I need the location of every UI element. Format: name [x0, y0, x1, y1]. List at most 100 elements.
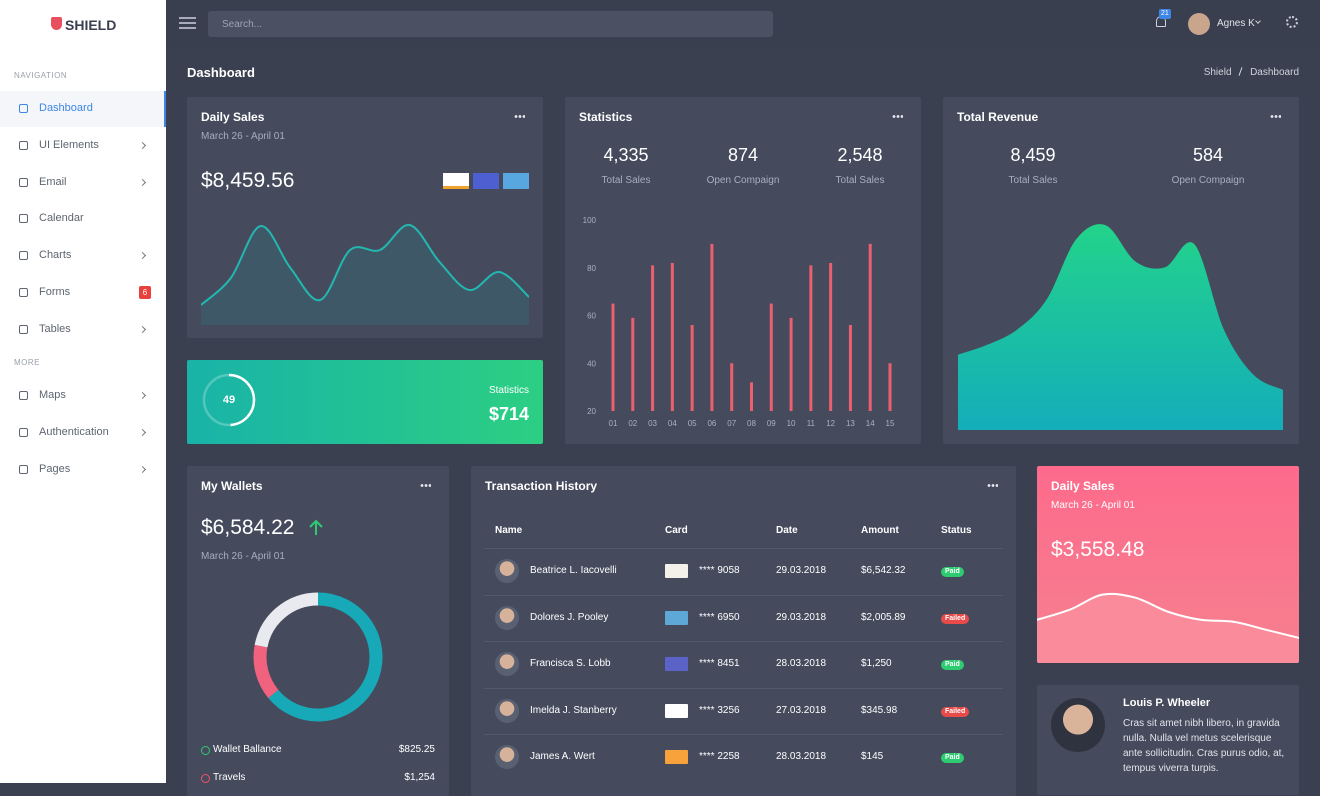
- x-tick-label: 13: [846, 419, 855, 428]
- y-tick-label: 20: [587, 407, 596, 416]
- column-header[interactable]: Amount: [861, 525, 899, 536]
- nav-label: Dashboard: [39, 102, 93, 114]
- ring-progress: [228, 373, 256, 427]
- x-tick-label: 01: [609, 419, 618, 428]
- daily-sales-chart: [201, 223, 529, 325]
- avatar: [495, 745, 519, 770]
- status-pill: Paid: [941, 660, 964, 671]
- user-avatar[interactable]: [1188, 13, 1210, 35]
- date: 29.03.2018: [776, 565, 827, 576]
- x-tick-label: 14: [866, 419, 875, 428]
- card-title: Transaction History: [485, 479, 598, 493]
- card-icon: [665, 657, 688, 672]
- nav-item[interactable]: Maps: [0, 378, 166, 414]
- card-menu[interactable]: [420, 484, 431, 487]
- x-tick-label: 07: [727, 419, 736, 428]
- legend-label: Wallet Ballance: [213, 744, 282, 755]
- card-subtitle: March 26 - April 01: [1051, 500, 1135, 511]
- visa-icon: [443, 173, 469, 189]
- nav-item[interactable]: Pages: [0, 452, 166, 488]
- nav-icon: [19, 214, 28, 224]
- nav-icon: [19, 288, 28, 297]
- customer-name: Dolores J. Pooley: [530, 611, 609, 623]
- chevron: [138, 325, 147, 333]
- user-name[interactable]: Agnes K: [1217, 18, 1255, 29]
- nav-item[interactable]: Forms 6: [0, 275, 166, 311]
- breadcrumb-separator: [1238, 67, 1243, 76]
- card-amount: $3,558.48: [1051, 538, 1145, 561]
- amount: $145: [861, 751, 884, 763]
- nav-icon: [19, 464, 28, 474]
- bar: [651, 265, 655, 411]
- customer-name: James A. Wert: [530, 751, 595, 763]
- column-header[interactable]: Card: [665, 525, 688, 536]
- total-revenue-card: Total Revenue 8,459 Total Sales 584 Open…: [943, 97, 1299, 444]
- wallet-amount: $6,584.22: [201, 516, 295, 539]
- amount: $345.98: [861, 704, 898, 716]
- date: 28.03.2018: [776, 751, 827, 763]
- progress-label: Statistics: [488, 385, 529, 396]
- nav-label: Tables: [39, 322, 71, 335]
- column-header[interactable]: Status: [941, 525, 972, 536]
- column-header[interactable]: Name: [495, 525, 523, 536]
- nav-icon: [19, 391, 28, 400]
- card-menu[interactable]: [514, 115, 525, 118]
- bar: [868, 243, 872, 411]
- card-title: My Wallets: [201, 479, 263, 493]
- chevron: [138, 252, 147, 260]
- card-subtitle: March 26 - April 01: [201, 131, 285, 142]
- x-tick-label: 04: [668, 419, 677, 428]
- amex-icon: [503, 173, 529, 189]
- mastercard-icon: [473, 173, 499, 189]
- bar: [789, 317, 793, 411]
- chevron: [138, 141, 147, 149]
- card-icon: [665, 750, 688, 765]
- up-arrow: [309, 519, 323, 535]
- nav-badge: 6: [139, 286, 151, 299]
- nav-item[interactable]: Authentication: [0, 415, 166, 451]
- bar: [888, 363, 892, 411]
- nav-item[interactable]: Dashboard: [0, 91, 166, 127]
- breadcrumb-item: Dashboard: [1250, 67, 1299, 78]
- card-number: **** 8451: [699, 658, 740, 670]
- row-divider: [484, 641, 1003, 643]
- section-title: MORE: [14, 358, 40, 367]
- x-tick-label: 10: [787, 419, 796, 428]
- breadcrumb-item[interactable]: Shield: [1203, 67, 1232, 78]
- search-box[interactable]: Search...: [208, 11, 773, 37]
- avatar: [495, 652, 519, 677]
- nav-icon: [19, 324, 28, 334]
- nav-item[interactable]: UI Elements: [0, 128, 166, 164]
- row-divider: [484, 734, 1003, 736]
- column-header[interactable]: Date: [776, 525, 798, 536]
- bar: [611, 303, 615, 411]
- card-menu[interactable]: [987, 484, 998, 487]
- donut-segment: [253, 644, 279, 699]
- stat-value: 874: [727, 145, 759, 165]
- avatar: [495, 559, 519, 583]
- card-menu[interactable]: [1270, 115, 1281, 118]
- breadcrumb: Shield Dashboard: [1204, 67, 1299, 78]
- nav-item[interactable]: Calendar: [0, 201, 166, 237]
- customer-name: Francisca S. Lobb: [530, 658, 611, 670]
- menu-toggle[interactable]: [179, 17, 196, 29]
- chevron: [138, 465, 147, 473]
- nav-item[interactable]: Charts: [0, 238, 166, 274]
- nav-label: Pages: [39, 462, 71, 475]
- section-title: NAVIGATION: [14, 71, 68, 80]
- user-caret: [1255, 18, 1261, 24]
- statistics-chart: 20 40 60 80 100 01 02 03 04 05 06 07 08 09 10 11 12 13 14 1…: [583, 216, 895, 428]
- card-title: Daily Sales: [1051, 479, 1115, 493]
- page-title: Dashboard: [187, 65, 255, 80]
- bar: [670, 262, 674, 411]
- card-icon: [665, 564, 688, 578]
- card-menu[interactable]: [892, 115, 903, 118]
- y-tick-label: 100: [583, 216, 597, 225]
- profile-avatar: [1051, 698, 1105, 752]
- nav-item[interactable]: Tables: [0, 312, 166, 348]
- settings-icon[interactable]: [1286, 16, 1298, 28]
- nav-label: Maps: [39, 389, 66, 401]
- nav-item[interactable]: Email: [0, 165, 166, 201]
- area-line: [201, 223, 529, 306]
- search-placeholder: Search...: [222, 19, 263, 30]
